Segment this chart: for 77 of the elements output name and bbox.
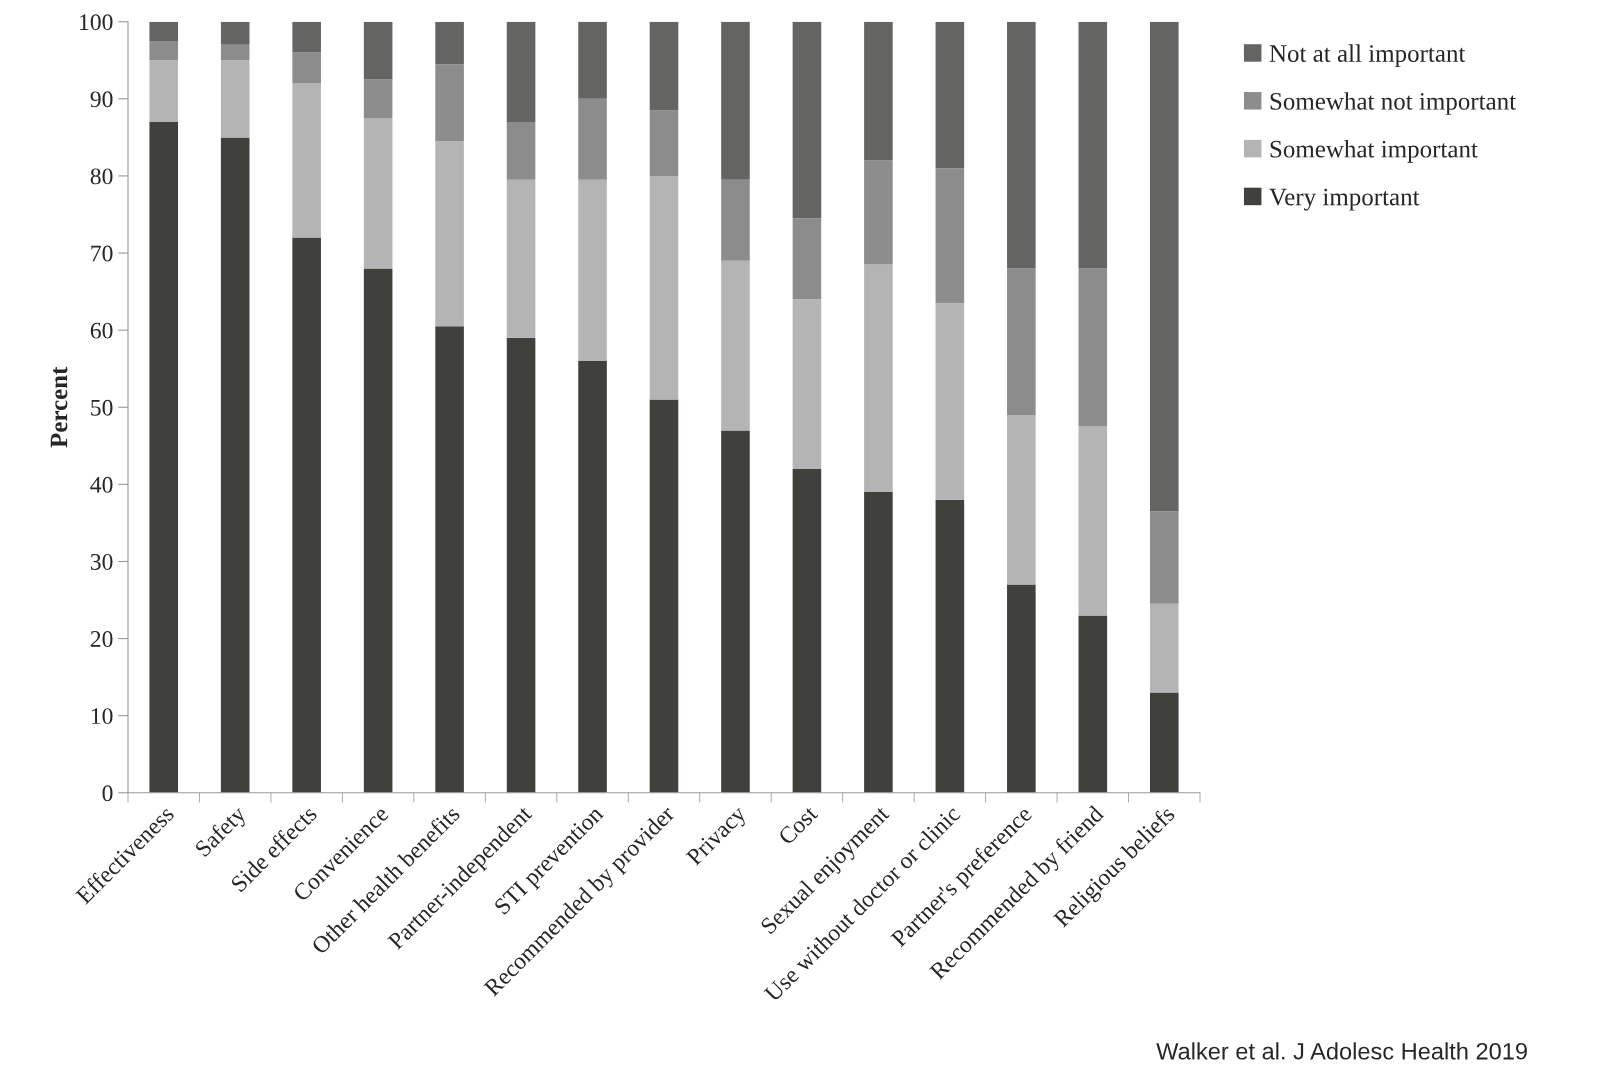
bar <box>1078 268 1108 427</box>
bar <box>220 44 250 61</box>
bar <box>363 118 393 269</box>
bar <box>149 41 179 61</box>
legend-label: Somewhat important <box>1270 140 1478 163</box>
bar <box>1078 426 1108 616</box>
bar <box>1007 584 1036 793</box>
y-tick-label: 80 <box>90 168 113 185</box>
bar <box>864 160 893 265</box>
bar <box>506 121 536 180</box>
bar <box>363 268 393 793</box>
bar <box>220 137 250 793</box>
bar <box>149 121 179 793</box>
y-tick-label: 0 <box>102 785 113 802</box>
bar <box>864 264 893 493</box>
bar <box>506 337 536 793</box>
bar <box>1149 603 1179 693</box>
bar <box>435 21 464 65</box>
legend-label: Not at all important <box>1269 44 1466 68</box>
legend-label: Somewhat not important <box>1270 92 1516 115</box>
y-tick-label: 40 <box>90 476 113 493</box>
bar <box>792 468 822 793</box>
bar <box>578 98 607 180</box>
bar <box>649 21 679 111</box>
bar <box>1078 615 1108 793</box>
bar <box>220 60 250 138</box>
bar <box>935 499 965 793</box>
bar <box>1007 414 1036 585</box>
bar <box>578 179 607 361</box>
bar <box>1078 21 1108 269</box>
bar <box>1007 268 1036 415</box>
bar <box>363 21 393 80</box>
y-tick-label: 10 <box>91 708 113 725</box>
bar <box>1149 511 1179 604</box>
bar <box>220 21 250 45</box>
bar <box>935 21 965 169</box>
bar <box>721 179 750 261</box>
y-tick-label: 90 <box>90 91 113 108</box>
bar <box>292 21 321 53</box>
text: Walker et al. J Adolesc Health 2019 <box>1156 1042 1527 1060</box>
bar <box>149 60 179 122</box>
bar <box>792 299 822 469</box>
bar <box>649 399 679 793</box>
bar <box>506 179 536 338</box>
y-tick-label: 100 <box>80 14 113 31</box>
bar <box>1149 692 1179 793</box>
bar <box>649 175 679 400</box>
y-tick-label: 70 <box>91 245 113 262</box>
bar <box>578 360 607 793</box>
legend-label: Very important <box>1269 188 1420 211</box>
y-tick-label: 30 <box>90 553 113 570</box>
y-axis-title: Percent <box>50 366 68 448</box>
bar <box>864 492 893 793</box>
bar <box>292 237 321 793</box>
bar <box>435 326 464 793</box>
bar <box>935 168 965 304</box>
bar <box>435 141 464 327</box>
bar <box>935 303 965 500</box>
y-tick-label: 60 <box>90 322 113 339</box>
bar <box>721 21 750 180</box>
bar <box>1007 21 1036 269</box>
bar <box>721 430 750 793</box>
bar <box>363 79 393 119</box>
bar <box>792 21 822 219</box>
y-tick-label: 20 <box>90 631 113 647</box>
bar <box>435 64 464 142</box>
bar <box>506 21 536 122</box>
bar <box>292 52 321 84</box>
bar <box>792 218 822 300</box>
bar <box>721 260 750 431</box>
bar <box>292 83 321 238</box>
bar <box>864 21 893 161</box>
bar <box>149 21 179 41</box>
y-tick-label: 50 <box>91 399 113 416</box>
bar <box>1149 21 1179 512</box>
bar <box>649 110 679 176</box>
bar <box>578 21 607 99</box>
